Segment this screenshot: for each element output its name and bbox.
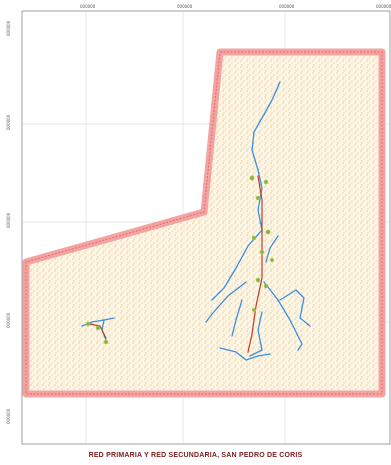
top-tick-label-3: 000000	[279, 4, 295, 9]
primary-trunk	[247, 175, 263, 353]
node-9	[263, 283, 269, 289]
left-tick-label-1: 000000	[6, 20, 11, 36]
left-tick-label-4: 000000	[6, 312, 11, 328]
secondary-network	[81, 81, 311, 361]
node-13	[103, 339, 109, 345]
left-tick-label-5: 000000	[6, 408, 11, 424]
node-8	[255, 277, 261, 283]
stream-branch-i	[219, 347, 271, 361]
node-1	[249, 175, 255, 181]
top-tick-label-4: 000000	[376, 4, 391, 9]
node-2	[263, 179, 269, 185]
left-tick-label-3: 000000	[6, 212, 11, 228]
left-tick-labels: 000000 000000 000000 000000 000000	[6, 20, 11, 424]
stream-branch-d	[231, 299, 243, 337]
node-6	[259, 249, 265, 255]
node-10	[251, 307, 257, 313]
top-tick-labels: 000000 000000 000000 000000	[80, 4, 391, 9]
node-11	[85, 321, 91, 327]
node-7	[269, 257, 275, 263]
primary-network	[89, 175, 263, 353]
stream-branch-e	[265, 235, 279, 263]
primary-west	[89, 323, 107, 339]
node-12	[95, 325, 101, 331]
stream-branch-g	[279, 289, 311, 327]
stream-branch-b	[211, 229, 263, 301]
top-tick-label-1: 000000	[80, 4, 96, 9]
stream-main-upper	[251, 81, 281, 171]
map-title: RED PRIMARIA Y RED SECUNDARIA, SAN PEDRO…	[88, 452, 303, 459]
stream-branch-h	[249, 311, 263, 357]
top-tick-label-2: 000000	[177, 4, 193, 9]
network-nodes	[85, 175, 275, 345]
node-3	[255, 195, 261, 201]
district-boundary-inner	[25, 51, 383, 395]
stream-branch-c	[205, 281, 247, 323]
node-5	[251, 235, 257, 241]
node-4	[265, 229, 271, 235]
left-tick-label-2: 000000	[6, 114, 11, 130]
stream-branch-f	[263, 281, 303, 351]
